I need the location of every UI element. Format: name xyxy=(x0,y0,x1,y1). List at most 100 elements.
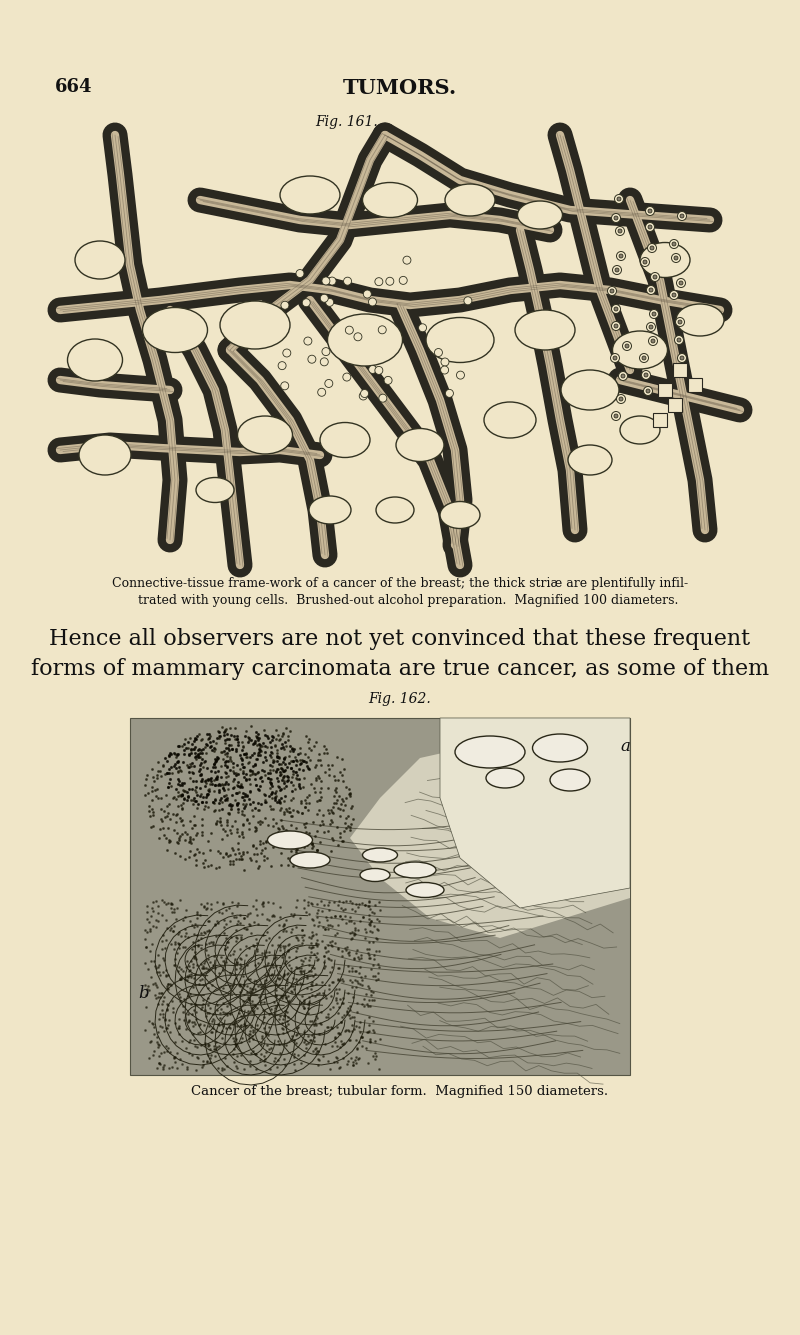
Point xyxy=(373,910,386,932)
Point xyxy=(246,790,259,812)
Point xyxy=(274,761,287,782)
Point xyxy=(180,900,193,921)
Point xyxy=(189,814,202,836)
Point xyxy=(262,909,275,930)
Ellipse shape xyxy=(678,354,686,363)
Point xyxy=(192,1015,205,1036)
Point xyxy=(274,737,287,758)
Point xyxy=(278,963,290,984)
Point xyxy=(362,948,375,969)
Point xyxy=(214,1008,226,1029)
Point xyxy=(251,941,264,963)
Point xyxy=(178,1009,190,1031)
Point xyxy=(155,999,168,1020)
Point xyxy=(251,904,264,925)
Point xyxy=(325,949,338,971)
Point xyxy=(303,729,316,750)
Point xyxy=(285,772,298,793)
Ellipse shape xyxy=(677,338,681,342)
Ellipse shape xyxy=(646,207,654,215)
Point xyxy=(163,918,176,940)
Ellipse shape xyxy=(399,276,407,284)
Point xyxy=(188,742,201,764)
Point xyxy=(158,949,170,971)
Point xyxy=(159,965,172,987)
Point xyxy=(197,738,210,760)
Point xyxy=(234,953,246,975)
Point xyxy=(305,979,318,1000)
Ellipse shape xyxy=(614,307,618,311)
Point xyxy=(221,1056,234,1077)
Point xyxy=(216,1027,229,1048)
Point xyxy=(146,1013,159,1035)
Point xyxy=(246,745,258,766)
Point xyxy=(237,965,250,987)
Point xyxy=(146,897,158,918)
Point xyxy=(233,1003,246,1024)
Point xyxy=(230,918,242,940)
Point xyxy=(322,1007,334,1028)
Point xyxy=(196,957,209,979)
Point xyxy=(198,856,210,877)
Point xyxy=(219,785,232,806)
Point xyxy=(203,780,216,801)
Point xyxy=(238,766,250,788)
Point xyxy=(363,1031,376,1052)
Point xyxy=(281,940,294,961)
Point xyxy=(204,1044,217,1065)
Point xyxy=(210,769,222,790)
Point xyxy=(175,810,188,832)
Ellipse shape xyxy=(649,288,653,292)
Point xyxy=(339,912,352,933)
Point xyxy=(261,955,274,976)
Point xyxy=(218,744,231,765)
Point xyxy=(302,746,315,768)
Point xyxy=(202,948,215,969)
Point xyxy=(366,901,379,922)
Point xyxy=(235,1027,248,1048)
Point xyxy=(296,951,309,972)
Point xyxy=(306,848,319,869)
Point xyxy=(245,761,258,782)
Point xyxy=(231,734,244,756)
Point xyxy=(210,728,223,749)
Point xyxy=(141,765,154,786)
Point xyxy=(254,734,266,756)
Point xyxy=(242,968,254,989)
Point xyxy=(247,805,260,826)
Point xyxy=(332,890,345,912)
Point xyxy=(348,901,361,922)
Point xyxy=(308,1015,321,1036)
Point xyxy=(150,987,162,1008)
Point xyxy=(263,1016,276,1037)
Point xyxy=(286,834,299,856)
Point xyxy=(269,997,282,1019)
Point xyxy=(276,766,289,788)
Point xyxy=(189,1036,202,1057)
Point xyxy=(218,729,231,750)
Point xyxy=(210,766,223,788)
Point xyxy=(191,929,204,951)
Point xyxy=(294,824,306,845)
Point xyxy=(325,1017,338,1039)
Point xyxy=(334,988,346,1009)
Point xyxy=(310,936,323,957)
Point xyxy=(239,769,252,790)
Point xyxy=(242,1027,255,1048)
Point xyxy=(250,820,262,841)
Point xyxy=(355,944,368,965)
Point xyxy=(338,812,351,833)
Point xyxy=(240,955,253,976)
Point xyxy=(146,914,159,936)
Point xyxy=(244,780,257,801)
Point xyxy=(162,762,175,784)
Point xyxy=(251,812,264,833)
Point xyxy=(215,774,228,796)
Point xyxy=(202,724,215,745)
Point xyxy=(240,764,253,785)
Point xyxy=(151,765,164,786)
Point xyxy=(239,725,252,746)
Point xyxy=(290,941,302,963)
Point xyxy=(342,1020,354,1041)
Point xyxy=(157,756,170,777)
